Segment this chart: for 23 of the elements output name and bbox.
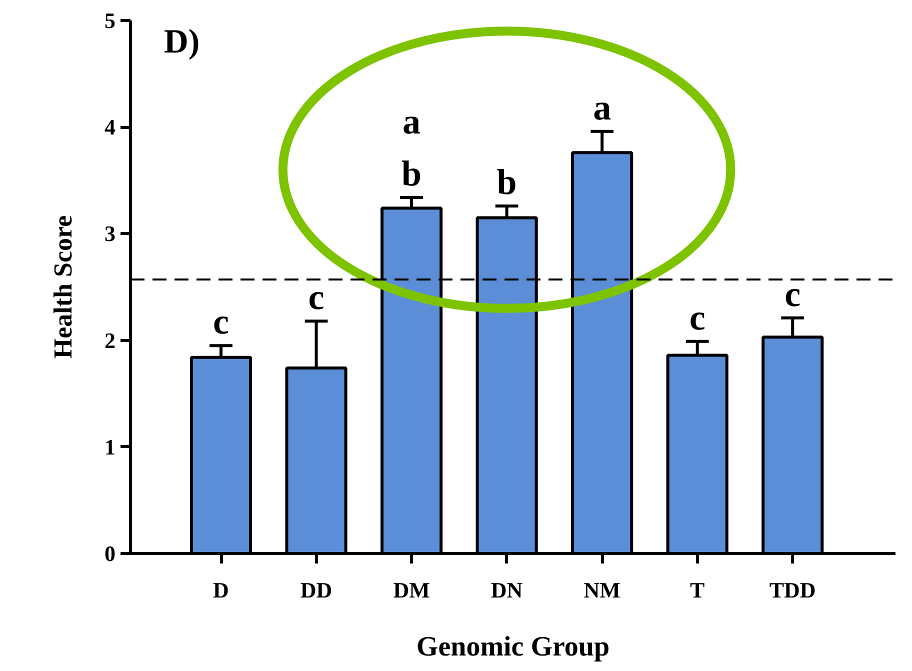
y-tick-label: 1	[104, 434, 116, 460]
y-tick-label: 5	[104, 8, 116, 33]
y-axis-title: Health Score	[48, 215, 78, 359]
x-tick-label: T	[690, 578, 706, 602]
y-tick-label: 3	[104, 221, 116, 246]
annotation: c	[689, 297, 706, 338]
annotation: a b	[402, 101, 422, 194]
annotation: b	[496, 162, 517, 202]
x-tick-label: TDD	[769, 578, 816, 602]
x-tick-label: DN	[490, 578, 523, 602]
x-tick-label: DM	[393, 578, 430, 602]
y-tick-label: 2	[104, 328, 116, 353]
y-tick-label: 0	[104, 541, 116, 566]
annotation: D)	[164, 23, 200, 60]
y-tick-label: 4	[104, 114, 116, 140]
annotation: c	[784, 274, 801, 314]
x-tick-label: DD	[300, 578, 332, 602]
annotation: c	[213, 302, 230, 342]
x-axis-title: Genomic Group	[416, 632, 610, 662]
annotation: a	[593, 87, 612, 128]
annotation: c	[308, 277, 324, 318]
x-tick-label: D	[213, 578, 229, 602]
x-tick-label: NM	[584, 578, 621, 602]
